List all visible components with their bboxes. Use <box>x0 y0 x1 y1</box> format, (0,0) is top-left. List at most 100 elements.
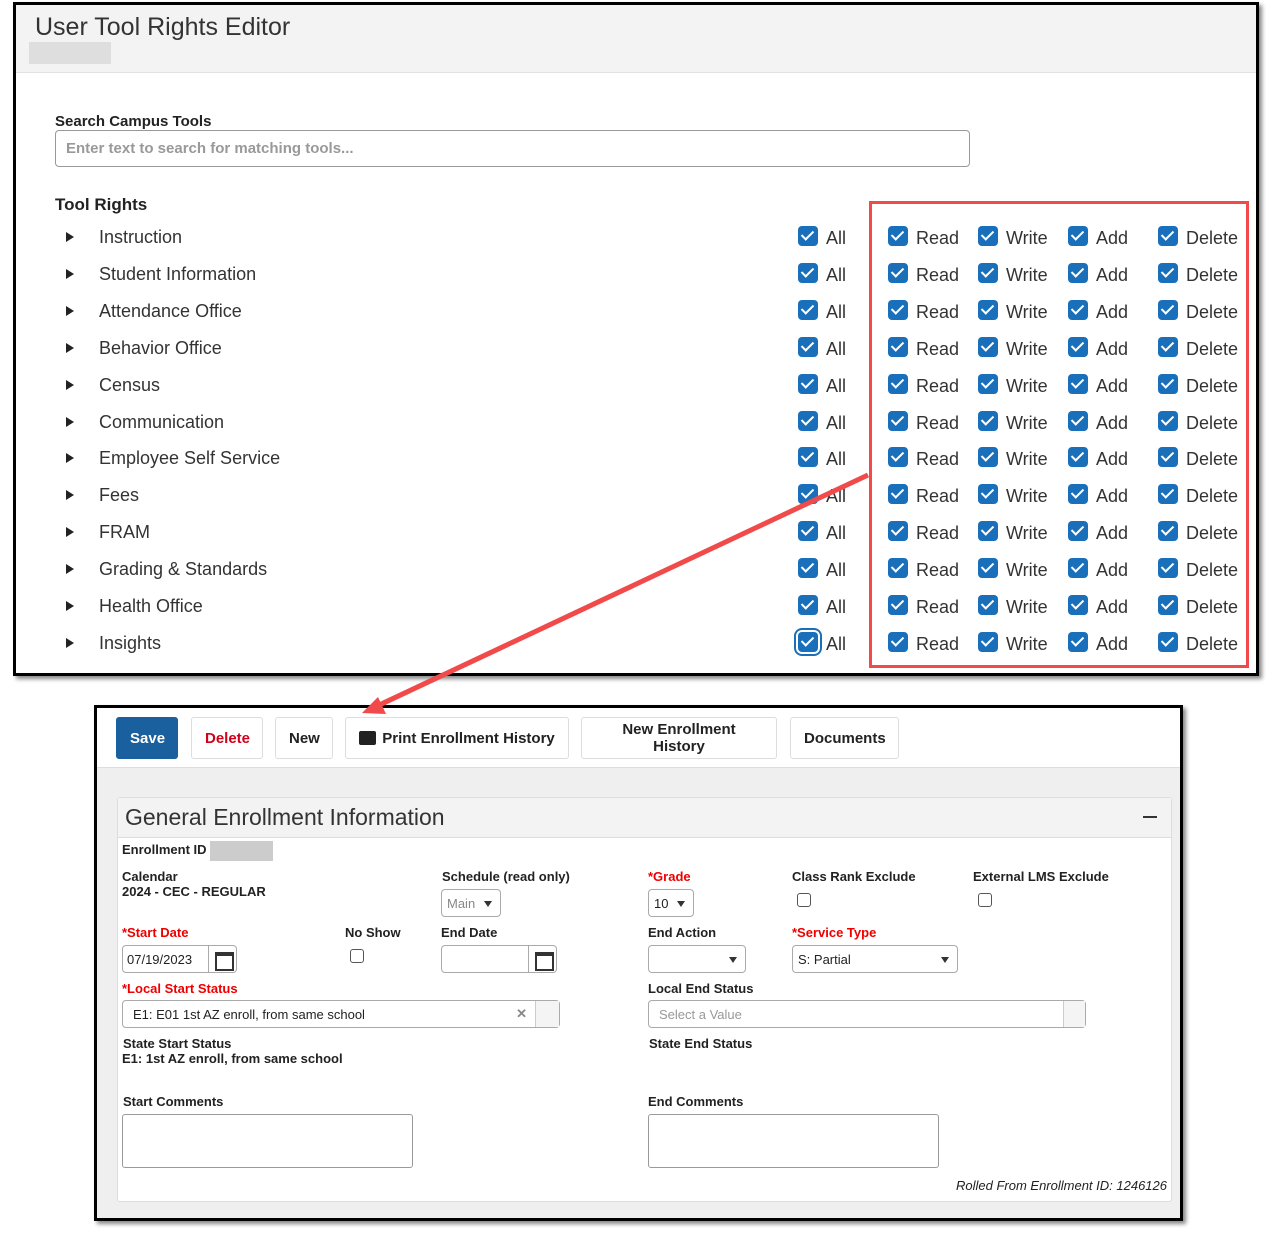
new-enrollment-history-button[interactable]: New Enrollment History <box>581 717 777 759</box>
new-button[interactable]: New <box>275 717 333 759</box>
delete-checkbox[interactable] <box>1158 484 1178 505</box>
all-checkbox[interactable] <box>798 299 818 320</box>
expand-arrow-icon[interactable] <box>66 342 74 353</box>
expand-arrow-icon[interactable] <box>66 564 74 575</box>
external-lms-exclude-checkbox[interactable] <box>978 893 992 907</box>
end-action-select[interactable] <box>648 945 746 973</box>
read-checkbox[interactable] <box>888 631 908 652</box>
no-show-checkbox[interactable] <box>350 949 364 963</box>
chevron-down-icon[interactable] <box>535 1001 559 1027</box>
delete-label: Delete <box>1186 486 1239 507</box>
save-button[interactable]: Save <box>116 717 178 759</box>
read-checkbox[interactable] <box>888 373 908 394</box>
delete-button[interactable]: Delete <box>191 717 263 759</box>
add-checkbox[interactable] <box>1068 226 1088 246</box>
delete-checkbox[interactable] <box>1158 299 1178 320</box>
write-checkbox[interactable] <box>978 226 998 246</box>
add-checkbox[interactable] <box>1068 631 1088 652</box>
write-checkbox[interactable] <box>978 521 998 542</box>
read-checkbox[interactable] <box>888 521 908 542</box>
start-date-input[interactable]: 07/19/2023 <box>122 945 237 973</box>
read-checkbox[interactable] <box>888 226 908 246</box>
read-checkbox[interactable] <box>888 484 908 505</box>
delete-checkbox[interactable] <box>1158 262 1178 283</box>
write-checkbox[interactable] <box>978 299 998 320</box>
all-checkbox[interactable] <box>798 262 818 283</box>
write-checkbox[interactable] <box>978 631 998 652</box>
write-checkbox[interactable] <box>978 410 998 431</box>
grade-select[interactable]: 10 <box>648 889 694 917</box>
chevron-down-icon[interactable] <box>1063 1001 1085 1027</box>
delete-checkbox[interactable] <box>1158 410 1178 431</box>
all-checkbox[interactable] <box>798 226 818 246</box>
read-checkbox[interactable] <box>888 262 908 283</box>
all-checkbox[interactable] <box>798 595 818 615</box>
local-start-status-select[interactable]: E1: E01 1st AZ enroll, from same school ✕ <box>122 1000 560 1028</box>
read-checkbox[interactable] <box>888 558 908 579</box>
read-checkbox[interactable] <box>888 336 908 357</box>
add-checkbox[interactable] <box>1068 521 1088 542</box>
add-checkbox[interactable] <box>1068 558 1088 579</box>
add-checkbox[interactable] <box>1068 447 1088 468</box>
calendar-icon[interactable] <box>528 946 556 972</box>
all-checkbox[interactable] <box>798 410 818 431</box>
tool-name: Fees <box>99 485 140 506</box>
start-comments-textarea[interactable] <box>122 1114 413 1168</box>
all-checkbox[interactable] <box>798 521 818 542</box>
expand-arrow-icon[interactable] <box>66 453 74 464</box>
expand-arrow-icon[interactable] <box>66 305 74 316</box>
add-label: Add <box>1096 486 1129 507</box>
add-checkbox[interactable] <box>1068 299 1088 320</box>
add-checkbox[interactable] <box>1068 373 1088 394</box>
documents-button[interactable]: Documents <box>790 717 899 759</box>
delete-checkbox[interactable] <box>1158 336 1178 357</box>
expand-arrow-icon[interactable] <box>66 490 74 501</box>
print-enrollment-history-button[interactable]: Print Enrollment History <box>345 717 569 759</box>
expand-arrow-icon[interactable] <box>66 601 74 611</box>
all-checkbox[interactable] <box>798 373 818 394</box>
search-input[interactable] <box>55 130 970 167</box>
delete-checkbox[interactable] <box>1158 226 1178 246</box>
collapse-icon[interactable] <box>1143 816 1157 818</box>
read-checkbox[interactable] <box>888 410 908 431</box>
all-checkbox[interactable] <box>798 336 818 357</box>
write-checkbox[interactable] <box>978 262 998 283</box>
write-checkbox[interactable] <box>978 558 998 579</box>
local-end-status-select[interactable]: Select a Value <box>648 1000 1086 1028</box>
expand-arrow-icon[interactable] <box>66 416 74 427</box>
all-checkbox[interactable] <box>798 631 818 652</box>
write-checkbox[interactable] <box>978 336 998 357</box>
delete-checkbox[interactable] <box>1158 558 1178 579</box>
calendar-icon[interactable] <box>208 946 236 972</box>
end-comments-textarea[interactable] <box>648 1114 939 1168</box>
expand-arrow-icon[interactable] <box>66 268 74 279</box>
service-type-select[interactable]: S: Partial <box>792 945 958 973</box>
write-checkbox[interactable] <box>978 595 998 615</box>
end-date-input[interactable] <box>441 945 557 973</box>
expand-arrow-icon[interactable] <box>66 232 74 242</box>
write-checkbox[interactable] <box>978 447 998 468</box>
expand-arrow-icon[interactable] <box>66 379 74 390</box>
read-checkbox[interactable] <box>888 299 908 320</box>
add-checkbox[interactable] <box>1068 336 1088 357</box>
add-checkbox[interactable] <box>1068 595 1088 615</box>
all-checkbox[interactable] <box>798 558 818 579</box>
add-checkbox[interactable] <box>1068 484 1088 505</box>
expand-arrow-icon[interactable] <box>66 527 74 538</box>
expand-arrow-icon[interactable] <box>66 637 74 648</box>
all-checkbox[interactable] <box>798 447 818 468</box>
delete-checkbox[interactable] <box>1158 373 1178 394</box>
add-checkbox[interactable] <box>1068 410 1088 431</box>
read-checkbox[interactable] <box>888 595 908 615</box>
delete-checkbox[interactable] <box>1158 595 1178 615</box>
read-checkbox[interactable] <box>888 447 908 468</box>
clear-icon[interactable]: ✕ <box>516 1006 527 1021</box>
delete-checkbox[interactable] <box>1158 447 1178 468</box>
delete-checkbox[interactable] <box>1158 631 1178 652</box>
delete-checkbox[interactable] <box>1158 521 1178 542</box>
class-rank-exclude-checkbox[interactable] <box>797 893 811 907</box>
write-checkbox[interactable] <box>978 373 998 394</box>
read-label: Read <box>916 264 960 285</box>
add-checkbox[interactable] <box>1068 262 1088 283</box>
write-checkbox[interactable] <box>978 484 998 505</box>
